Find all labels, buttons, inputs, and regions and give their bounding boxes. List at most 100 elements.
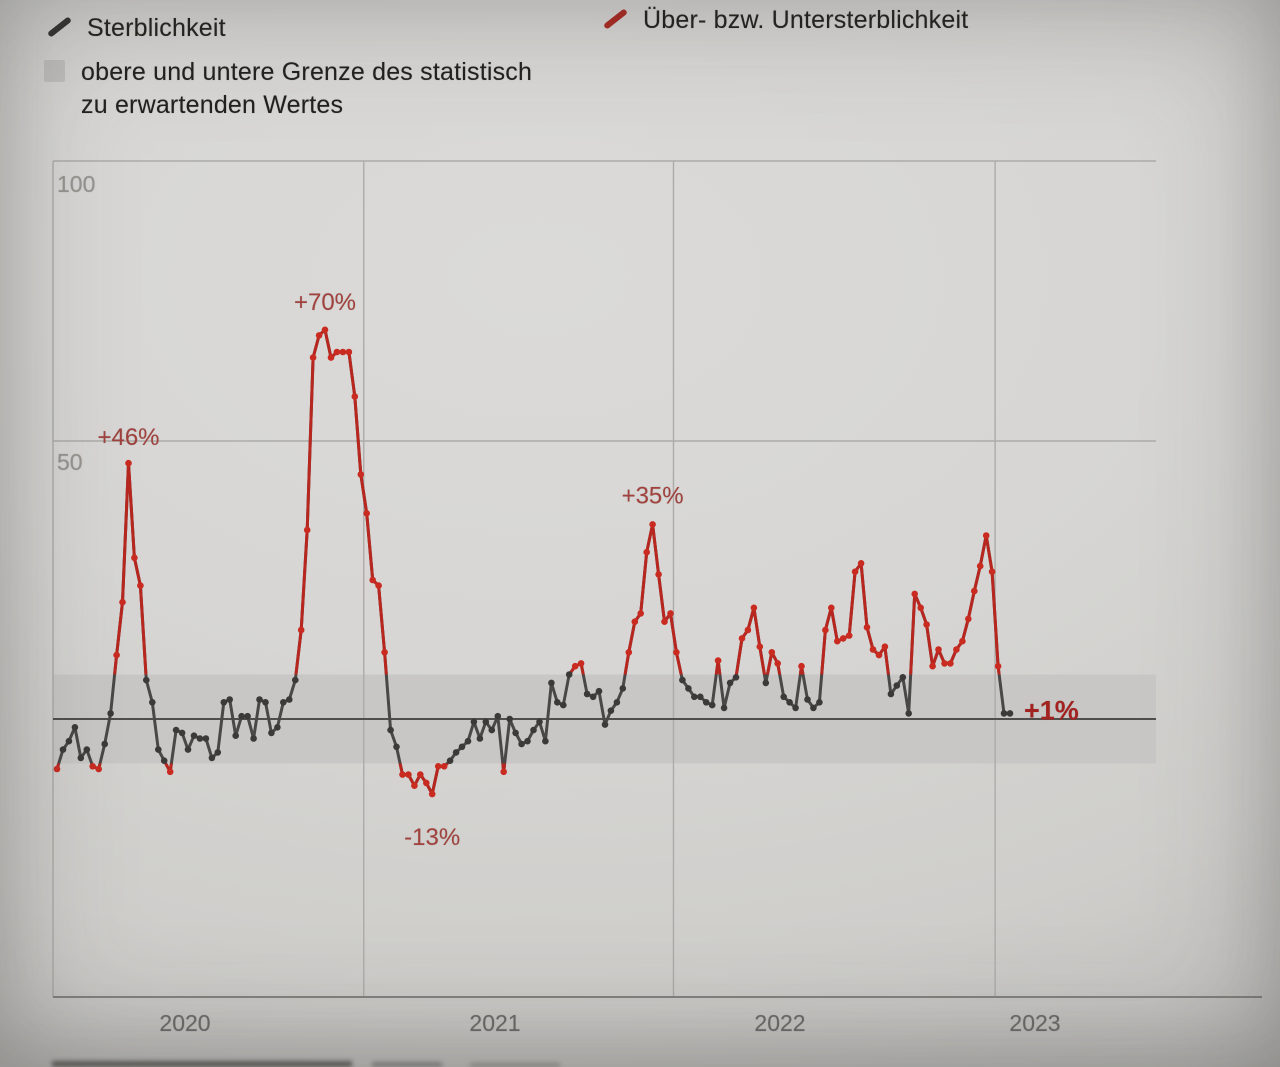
excess-data-point	[333, 348, 341, 356]
data-point	[71, 724, 79, 731]
data-point	[583, 690, 591, 698]
data-point	[506, 715, 513, 723]
excess-data-point	[667, 610, 674, 617]
excess-data-point	[976, 562, 984, 570]
data-point	[196, 735, 204, 742]
data-point	[172, 726, 180, 734]
excess-data-point	[53, 765, 61, 773]
data-point	[804, 696, 811, 703]
data-point	[256, 696, 263, 703]
data-point	[589, 693, 597, 701]
excess-data-point	[959, 637, 966, 645]
data-point	[482, 718, 490, 726]
data-point	[77, 754, 85, 762]
data-point	[601, 721, 609, 728]
data-point	[524, 737, 531, 745]
excess-data-point	[571, 662, 579, 670]
excess-data-point	[440, 763, 448, 770]
excess-data-point	[369, 576, 377, 584]
data-point	[887, 690, 895, 698]
excess-data-point	[577, 660, 585, 667]
data-point	[726, 679, 734, 687]
data-point	[238, 712, 245, 720]
data-point	[512, 729, 519, 737]
data-point	[280, 699, 287, 706]
excess-data-point	[947, 660, 954, 667]
data-point	[488, 726, 496, 734]
band-swatch-icon	[44, 60, 65, 82]
data-point	[458, 743, 466, 751]
data-point	[1006, 710, 1014, 717]
excess-data-point	[828, 604, 835, 612]
excess-data-point	[357, 471, 365, 478]
data-point	[560, 701, 567, 709]
excess-data-point	[768, 649, 776, 656]
data-point	[250, 735, 257, 742]
excess-data-point	[851, 568, 859, 575]
excess-data-point	[345, 348, 353, 356]
excess-data-point	[673, 649, 680, 656]
data-point	[220, 699, 228, 706]
excess-data-point	[869, 646, 877, 653]
data-point	[155, 746, 162, 753]
excess-data-point	[423, 779, 430, 787]
data-point	[274, 724, 281, 731]
data-point	[59, 746, 67, 753]
excess-data-point	[649, 521, 656, 528]
data-point	[476, 735, 484, 742]
legend-item-excess: Über- bzw. Untersterblichkeit	[602, 4, 968, 37]
data-point	[262, 699, 269, 706]
data-point	[208, 754, 216, 762]
data-point	[810, 704, 817, 712]
data-point	[292, 676, 299, 684]
data-point	[691, 693, 698, 701]
data-point	[554, 699, 561, 706]
excess-data-point	[798, 662, 805, 670]
excess-data-point	[863, 624, 871, 631]
legend-excess-label: Über- bzw. Untersterblichkeit	[643, 6, 969, 34]
excess-data-point	[714, 657, 722, 664]
excess-data-point	[911, 590, 918, 598]
data-point	[143, 676, 150, 684]
excess-data-point	[929, 662, 936, 670]
excess-data-point	[637, 610, 644, 617]
data-point	[214, 749, 222, 756]
excess-data-point	[834, 637, 841, 645]
legend-band-label: obere und untere Grenze des statistisch …	[81, 58, 533, 119]
data-point	[470, 718, 478, 726]
data-point	[518, 740, 525, 748]
data-point	[446, 757, 454, 764]
data-point	[464, 737, 472, 745]
data-point	[393, 743, 400, 751]
excess-data-point	[375, 582, 382, 589]
year-label: 2023	[1009, 1010, 1060, 1036]
data-point	[160, 757, 168, 764]
excess-data-point	[971, 587, 978, 595]
excess-data-point	[744, 626, 752, 634]
excess-data-point	[119, 598, 126, 606]
data-point	[708, 701, 716, 709]
excess-data-point	[303, 526, 311, 534]
excess-data-point	[95, 765, 102, 773]
legend-mortality-label: Sterblichkeit	[87, 14, 226, 42]
excess-data-point	[822, 626, 829, 634]
data-point	[268, 729, 275, 737]
excess-data-point	[315, 332, 323, 339]
excess-data-point	[125, 459, 132, 467]
data-point	[905, 710, 912, 717]
data-point	[816, 699, 823, 706]
data-point	[149, 699, 156, 706]
excess-data-point	[661, 618, 668, 625]
excess-data-point	[89, 763, 96, 770]
data-point	[107, 710, 114, 717]
value-annotation: +35%	[622, 482, 684, 509]
excess-data-point	[750, 604, 758, 612]
excess-data-point	[434, 763, 442, 770]
excess-data-point	[339, 348, 347, 356]
data-point	[613, 699, 621, 706]
data-point	[452, 749, 460, 756]
data-point	[697, 693, 704, 701]
excess-data-point	[738, 635, 746, 642]
data-point	[619, 685, 627, 692]
excess-data-point	[774, 660, 781, 667]
